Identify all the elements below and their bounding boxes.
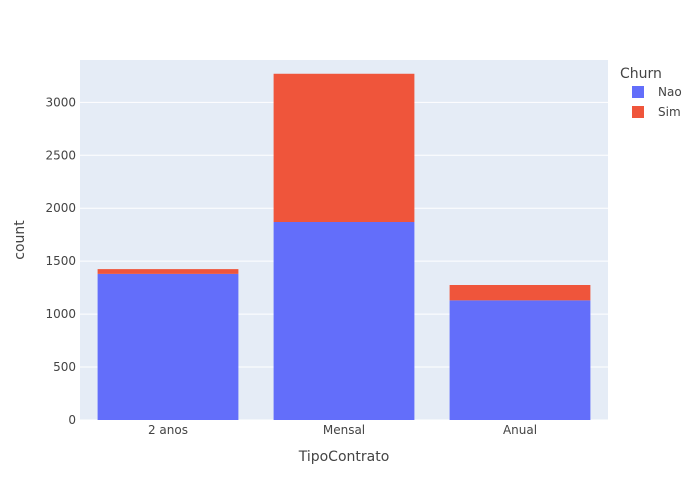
legend: Churn Nao Sim	[620, 66, 682, 119]
bar-nao-2-anos	[97, 273, 239, 420]
y-tick-label: 500	[53, 360, 76, 374]
x-tick-label: Mensal	[323, 423, 365, 437]
x-axis-ticks: 2 anos Mensal Anual	[148, 423, 537, 437]
y-tick-label: 1000	[45, 307, 76, 321]
legend-swatch-nao	[632, 86, 644, 98]
y-tick-label: 3000	[45, 95, 76, 109]
bar-nao-anual	[449, 300, 591, 420]
bar-sim-2-anos	[97, 269, 239, 274]
y-axis-ticks: 0 500 1000 1500 2000 2500 3000	[45, 95, 76, 427]
y-tick-label: 0	[68, 413, 76, 427]
bar-sim-mensal	[273, 73, 415, 222]
y-axis-title: count	[12, 220, 28, 260]
bar-nao-mensal	[273, 222, 415, 420]
legend-label-nao: Nao	[658, 85, 682, 99]
legend-label-sim: Sim	[658, 105, 681, 119]
x-tick-label: Anual	[503, 423, 537, 437]
y-tick-label: 2500	[45, 148, 76, 162]
y-tick-label: 2000	[45, 201, 76, 215]
y-tick-label: 1500	[45, 254, 76, 268]
legend-title: Churn	[620, 66, 662, 82]
x-axis-title: TipoContrato	[298, 449, 390, 465]
bar-sim-anual	[449, 285, 591, 301]
x-tick-label: 2 anos	[148, 423, 188, 437]
legend-swatch-sim	[632, 106, 644, 118]
bars	[97, 73, 591, 420]
